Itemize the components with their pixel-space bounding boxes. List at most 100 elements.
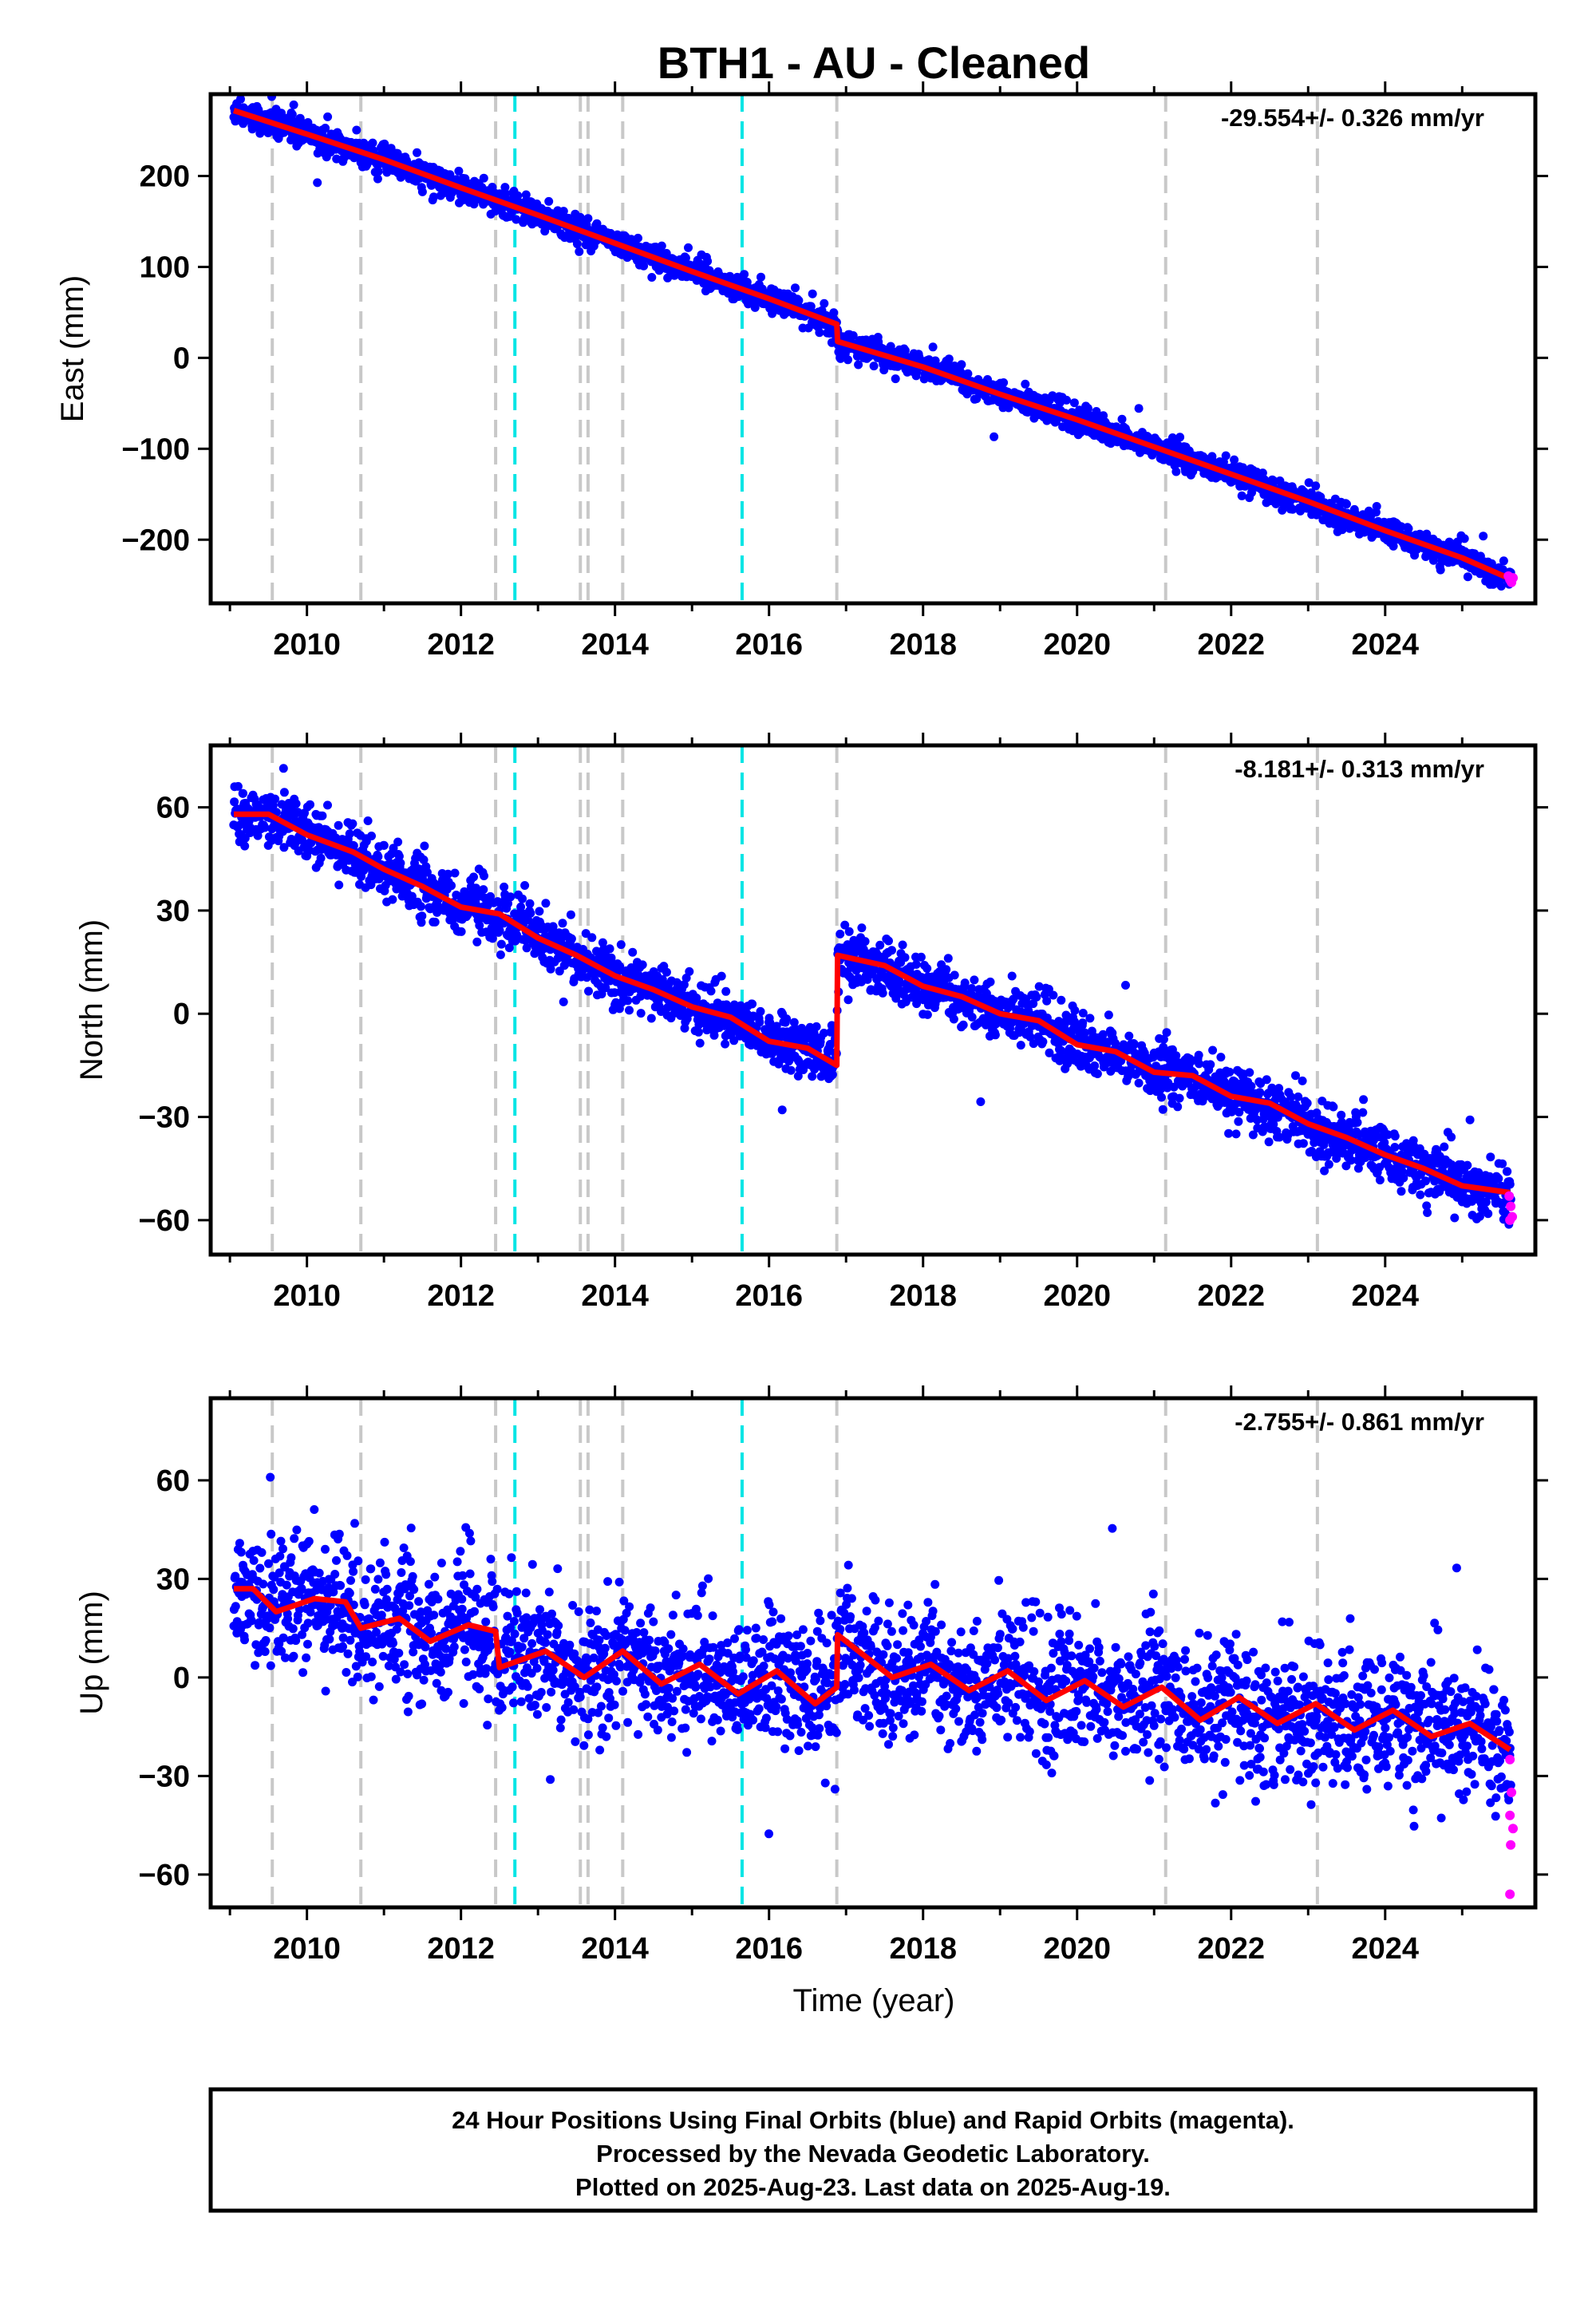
- east-plot-area: [229, 94, 1519, 603]
- north-point: [1206, 1060, 1215, 1069]
- north-point: [1045, 1048, 1054, 1057]
- north-point: [615, 962, 625, 971]
- north-point: [1274, 1084, 1284, 1093]
- east-point: [1021, 379, 1030, 389]
- north-point: [1353, 1118, 1362, 1127]
- east-panel: 2010 2012 2014 2016 2018 2020 2022 2024−200−100…: [55, 81, 1548, 662]
- north-point: [1159, 1034, 1168, 1044]
- north-point: [1157, 1093, 1166, 1102]
- east-y-tick-label: 0: [173, 342, 190, 375]
- east-point: [454, 166, 464, 176]
- north-point: [958, 1020, 968, 1030]
- east-y-tick-label: 200: [140, 160, 190, 194]
- east-point: [1311, 481, 1321, 491]
- north-point: [1187, 1057, 1196, 1066]
- north-point: [416, 902, 425, 911]
- north-point: [1246, 1081, 1256, 1091]
- east-point: [313, 178, 322, 188]
- north-point: [393, 837, 403, 847]
- north-point: [884, 936, 893, 946]
- east-point: [1207, 456, 1217, 465]
- east-point: [681, 253, 690, 263]
- north-point: [240, 841, 250, 851]
- north-point: [1208, 1045, 1218, 1055]
- east-x-tick-label: 2016: [735, 628, 803, 662]
- north-point: [516, 902, 526, 911]
- north-point: [706, 986, 716, 996]
- east-point: [1496, 582, 1506, 591]
- north-point: [500, 882, 509, 891]
- north-point: [279, 788, 289, 797]
- north-point: [986, 977, 995, 986]
- north-point: [1264, 1137, 1274, 1147]
- east-point: [559, 207, 568, 216]
- east-point: [1479, 532, 1488, 541]
- east-point: [1304, 478, 1314, 488]
- north-point: [628, 947, 638, 957]
- north-point: [755, 1018, 764, 1027]
- north-point: [430, 917, 440, 927]
- east-x-tick-label: 2018: [889, 628, 957, 662]
- north-point: [793, 1071, 803, 1081]
- north-point: [857, 923, 867, 933]
- east-point: [429, 192, 438, 202]
- north-point: [692, 994, 701, 1002]
- east-y-tick-label: −200: [121, 524, 190, 557]
- east-point: [684, 243, 693, 252]
- north-point: [895, 978, 905, 987]
- north-point: [1032, 992, 1041, 1002]
- north-point: [239, 788, 247, 798]
- east-point: [1342, 500, 1351, 509]
- east-point: [1258, 468, 1267, 478]
- north-point: [646, 1014, 656, 1023]
- north-point: [1235, 1108, 1244, 1117]
- east-point: [513, 191, 523, 200]
- east-x-tick-label: 2010: [273, 628, 341, 662]
- north-point: [693, 1027, 703, 1037]
- east-point: [521, 190, 531, 200]
- north-point: [1195, 1059, 1204, 1069]
- east-point: [373, 174, 382, 184]
- east-point: [321, 124, 330, 132]
- north-point: [1194, 1050, 1203, 1060]
- north-point: [1225, 1067, 1235, 1077]
- north-point: [475, 921, 484, 931]
- east-rate-label: -29.554+/- 0.326 mm/yr: [1221, 104, 1484, 132]
- east-x-tick-label: 2012: [427, 628, 495, 662]
- north-point: [316, 853, 326, 863]
- north-point: [789, 1018, 799, 1027]
- north-point: [1162, 1028, 1171, 1037]
- north-point: [469, 872, 478, 882]
- north-point: [1320, 1166, 1329, 1176]
- north-point: [967, 984, 977, 993]
- north-point: [916, 952, 926, 962]
- north-point: [472, 937, 482, 947]
- north-point: [450, 868, 460, 878]
- east-point: [1134, 404, 1144, 413]
- east-point: [1171, 467, 1181, 476]
- east-point: [639, 261, 649, 271]
- east-point: [1237, 491, 1246, 500]
- north-point: [323, 800, 332, 810]
- east-point: [1463, 572, 1472, 582]
- north-point: [526, 908, 535, 918]
- north-point: [1298, 1139, 1308, 1148]
- chart-title: BTH1 - AU - Cleaned: [658, 38, 1090, 88]
- north-point: [943, 954, 953, 963]
- north-point: [721, 1039, 730, 1049]
- north-point: [605, 944, 614, 954]
- east-point: [1062, 395, 1071, 405]
- east-point: [900, 346, 910, 355]
- north-point: [1092, 1069, 1102, 1078]
- north-point: [1291, 1071, 1300, 1081]
- north-point: [616, 940, 626, 950]
- north-point: [496, 950, 505, 959]
- north-point: [679, 980, 689, 990]
- north-point: [695, 1038, 705, 1048]
- north-point: [1121, 981, 1130, 990]
- north-point: [990, 1030, 1000, 1040]
- north-point: [480, 871, 488, 880]
- north-point: [1175, 1093, 1184, 1103]
- east-point: [592, 219, 602, 228]
